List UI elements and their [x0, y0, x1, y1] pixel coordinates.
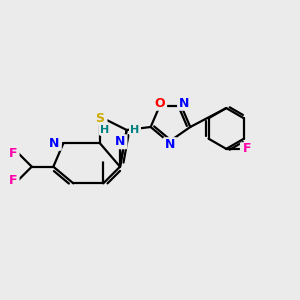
Text: F: F	[242, 142, 251, 155]
FancyBboxPatch shape	[152, 96, 167, 111]
FancyBboxPatch shape	[99, 124, 111, 136]
Text: S: S	[95, 112, 104, 125]
Text: H: H	[130, 125, 140, 135]
FancyBboxPatch shape	[163, 137, 177, 152]
Text: N: N	[49, 137, 59, 150]
FancyBboxPatch shape	[92, 111, 107, 126]
FancyBboxPatch shape	[6, 146, 20, 160]
FancyBboxPatch shape	[240, 142, 253, 156]
Text: F: F	[9, 174, 17, 187]
FancyBboxPatch shape	[112, 134, 128, 149]
Text: O: O	[154, 97, 165, 110]
FancyBboxPatch shape	[100, 155, 106, 161]
Text: H: H	[100, 125, 109, 135]
FancyBboxPatch shape	[129, 124, 141, 136]
Text: N: N	[115, 135, 125, 148]
FancyBboxPatch shape	[6, 173, 20, 187]
Text: N: N	[165, 138, 175, 151]
Text: N: N	[179, 97, 189, 110]
FancyBboxPatch shape	[177, 96, 191, 111]
Text: F: F	[9, 147, 17, 160]
FancyBboxPatch shape	[47, 136, 62, 151]
